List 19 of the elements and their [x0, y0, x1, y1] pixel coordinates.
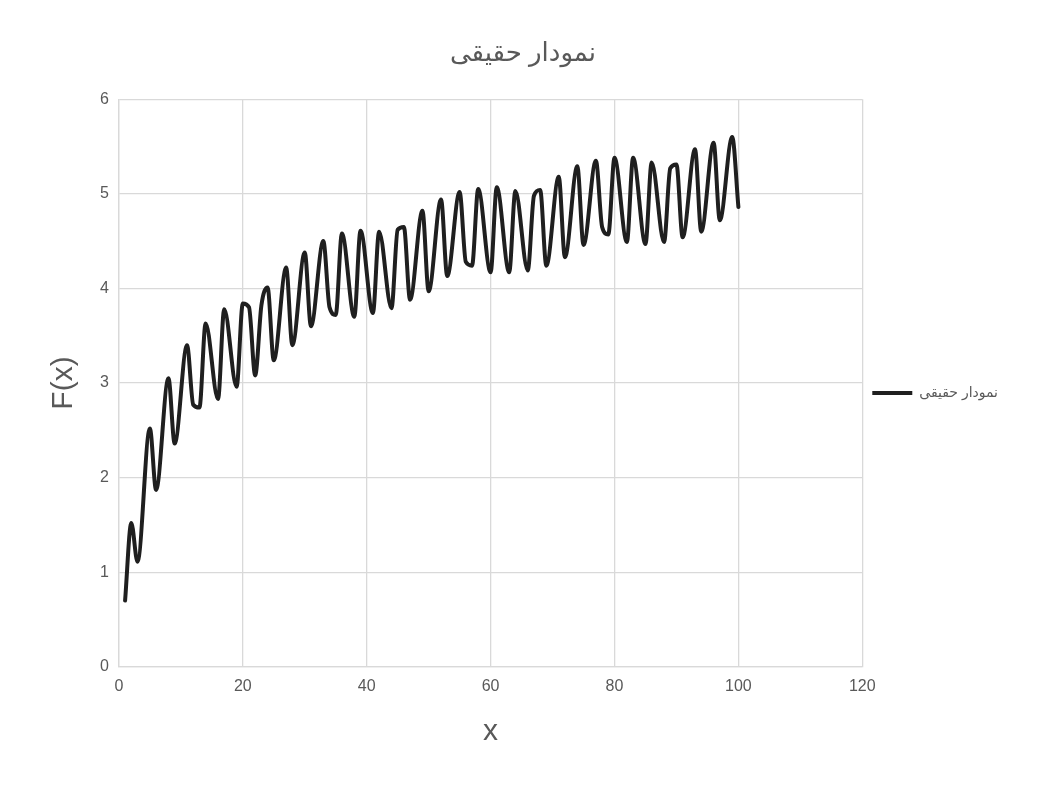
line-series	[123, 135, 741, 603]
legend-label: نمودار حقیقی	[919, 383, 999, 401]
x-tick-label: 20	[233, 676, 252, 694]
y-tick-label: 1	[99, 562, 109, 580]
x-tick-label: 60	[481, 676, 500, 694]
y-axis-title: F(x)	[45, 356, 79, 410]
y-tick-label: 5	[99, 184, 109, 202]
y-tick-label: 6	[99, 89, 109, 107]
chart-title: نمودار حقیقی	[449, 36, 597, 68]
y-tick-label: 0	[99, 657, 109, 675]
x-tick-label: 120	[848, 676, 876, 694]
x-tick-label: 80	[605, 676, 624, 694]
x-tick-label: 0	[114, 676, 124, 694]
x-tick-label: 40	[357, 676, 376, 694]
y-tick-label: 2	[99, 468, 109, 486]
x-axis-title: x	[483, 713, 499, 747]
y-tick-label: 4	[99, 278, 109, 296]
x-tick-label: 100	[725, 676, 752, 694]
y-tick-label: 3	[99, 373, 109, 391]
